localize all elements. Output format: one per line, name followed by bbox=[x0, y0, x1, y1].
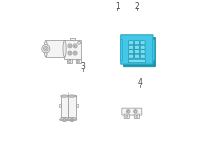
FancyBboxPatch shape bbox=[140, 50, 145, 54]
Circle shape bbox=[127, 110, 129, 112]
Circle shape bbox=[63, 118, 66, 122]
FancyBboxPatch shape bbox=[129, 45, 134, 49]
Text: 3: 3 bbox=[80, 62, 85, 71]
Circle shape bbox=[126, 110, 130, 113]
FancyBboxPatch shape bbox=[129, 50, 134, 54]
Ellipse shape bbox=[68, 95, 76, 97]
FancyBboxPatch shape bbox=[129, 54, 134, 58]
Ellipse shape bbox=[61, 95, 68, 97]
Circle shape bbox=[69, 45, 71, 47]
Circle shape bbox=[45, 48, 47, 50]
Circle shape bbox=[78, 41, 81, 44]
FancyBboxPatch shape bbox=[134, 45, 139, 49]
FancyBboxPatch shape bbox=[134, 50, 139, 54]
FancyBboxPatch shape bbox=[134, 114, 139, 119]
Circle shape bbox=[71, 119, 73, 121]
Circle shape bbox=[73, 44, 77, 48]
Bar bbox=[76, 59, 81, 63]
Ellipse shape bbox=[60, 118, 69, 121]
Circle shape bbox=[77, 60, 79, 63]
FancyBboxPatch shape bbox=[129, 41, 134, 45]
FancyBboxPatch shape bbox=[140, 41, 145, 45]
Circle shape bbox=[64, 119, 65, 121]
Circle shape bbox=[42, 45, 50, 53]
FancyBboxPatch shape bbox=[140, 45, 145, 49]
Bar bbox=[66, 104, 68, 107]
FancyBboxPatch shape bbox=[140, 54, 145, 58]
Circle shape bbox=[74, 45, 76, 47]
FancyBboxPatch shape bbox=[134, 54, 139, 58]
Circle shape bbox=[136, 115, 138, 117]
Bar bbox=[61, 96, 68, 118]
Circle shape bbox=[135, 110, 136, 112]
FancyBboxPatch shape bbox=[121, 35, 153, 64]
Bar bbox=[120, 39, 122, 60]
FancyBboxPatch shape bbox=[122, 108, 142, 115]
FancyBboxPatch shape bbox=[128, 59, 145, 63]
Circle shape bbox=[74, 52, 76, 54]
Circle shape bbox=[68, 60, 71, 63]
Ellipse shape bbox=[44, 40, 47, 57]
Bar bbox=[70, 38, 75, 40]
Ellipse shape bbox=[70, 95, 74, 97]
Bar bbox=[76, 104, 78, 107]
Circle shape bbox=[70, 118, 74, 122]
Circle shape bbox=[73, 51, 77, 55]
Bar bbox=[67, 59, 72, 63]
Bar bbox=[46, 40, 65, 57]
Ellipse shape bbox=[67, 118, 77, 121]
Bar bbox=[68, 96, 76, 118]
Circle shape bbox=[68, 51, 72, 55]
Circle shape bbox=[43, 46, 48, 51]
Text: 1: 1 bbox=[115, 2, 120, 11]
Ellipse shape bbox=[68, 117, 76, 120]
FancyBboxPatch shape bbox=[134, 41, 139, 45]
Text: 2: 2 bbox=[134, 2, 139, 11]
Ellipse shape bbox=[63, 40, 66, 57]
Ellipse shape bbox=[61, 117, 68, 120]
Text: 4: 4 bbox=[138, 78, 143, 87]
Ellipse shape bbox=[63, 95, 66, 97]
Circle shape bbox=[69, 52, 71, 54]
Bar bbox=[61, 95, 76, 97]
FancyBboxPatch shape bbox=[124, 114, 129, 119]
Bar bbox=[59, 104, 61, 107]
Bar bbox=[152, 39, 154, 60]
FancyBboxPatch shape bbox=[123, 37, 156, 67]
Circle shape bbox=[68, 44, 72, 48]
Bar bbox=[68, 104, 70, 107]
Circle shape bbox=[126, 115, 128, 117]
Bar bbox=[64, 40, 81, 59]
Circle shape bbox=[134, 110, 137, 113]
